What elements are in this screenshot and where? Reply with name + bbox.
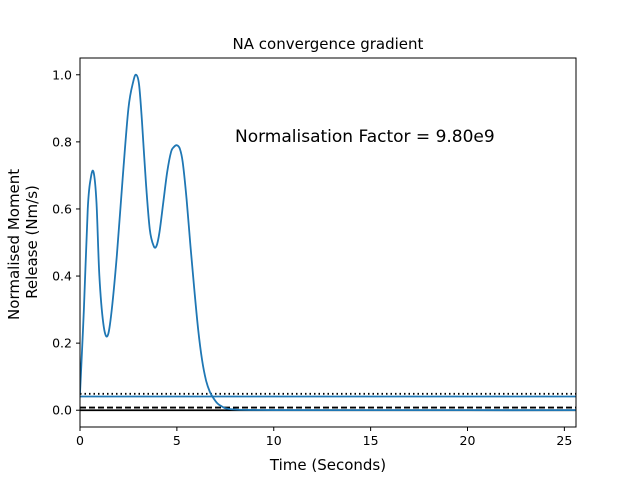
- y-tick-label: 0.6: [52, 201, 72, 216]
- x-tick-label: 25: [556, 433, 572, 448]
- y-tick-label: 0.4: [52, 269, 72, 284]
- y-axis-title-line-1: Normalised Moment: [5, 169, 23, 320]
- x-tick-label: 0: [76, 433, 84, 448]
- x-axis-title: Time (Seconds): [269, 456, 386, 474]
- x-tick-label: 5: [173, 433, 181, 448]
- chart-title: NA convergence gradient: [233, 35, 424, 53]
- y-tick-label: 0.0: [52, 403, 72, 418]
- y-tick-label: 1.0: [52, 67, 72, 82]
- x-tick-label: 20: [460, 433, 476, 448]
- y-tick-label: 0.2: [52, 336, 72, 351]
- y-axis-title: Normalised Moment Release (Nm/s): [5, 164, 41, 320]
- chart-ticks: 0 5 10 15 20 25 0.0 0.2 0.4 0.6 0.8 1.0: [52, 67, 572, 448]
- normalisation-annotation: Normalisation Factor = 9.80e9: [235, 127, 495, 147]
- x-tick-label: 10: [266, 433, 282, 448]
- chart-marks: [80, 73, 576, 412]
- x-tick-label: 15: [363, 433, 379, 448]
- y-axis-title-line-2: Release (Nm/s): [23, 185, 41, 299]
- series-line-1: [80, 73, 576, 412]
- plot-frame: [79, 57, 577, 428]
- y-tick-label: 0.8: [52, 134, 72, 149]
